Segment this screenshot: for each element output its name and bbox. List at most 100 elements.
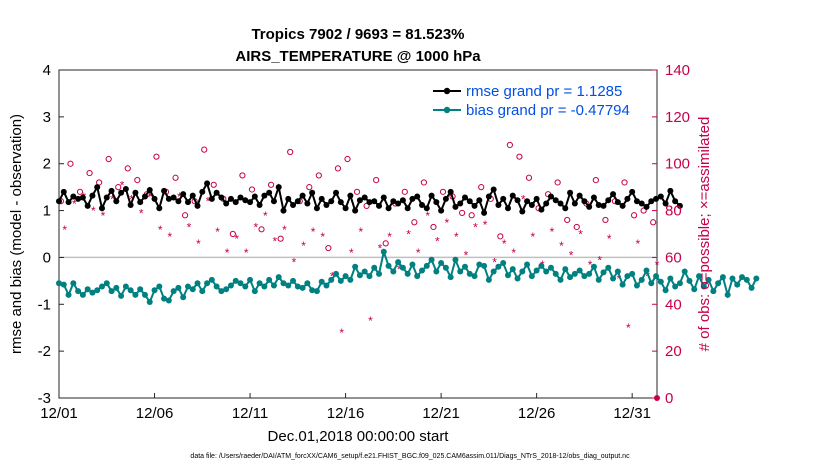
bias-point (633, 282, 640, 289)
rmse-point (108, 187, 115, 194)
bias-point (667, 275, 674, 282)
bias-point (256, 280, 263, 287)
bias-point (208, 276, 215, 283)
bias-point (595, 276, 602, 283)
bias-point (653, 273, 660, 280)
rmse-point (676, 202, 683, 209)
rmse-point (309, 189, 316, 196)
rmse-point (447, 188, 454, 195)
obs-possible-point (306, 184, 313, 191)
obs-assimilated-point: * (387, 230, 392, 244)
bias-point (729, 275, 736, 282)
bias-point (237, 280, 244, 287)
obs-assimilated-point: * (320, 230, 325, 244)
bias-point (261, 283, 268, 290)
obs-assimilated-point: * (215, 225, 220, 239)
x-tick-label: 12/11 (232, 405, 268, 422)
bias-point (514, 275, 521, 282)
bias-point (614, 268, 621, 275)
obs-assimilated-point: * (464, 249, 469, 263)
y-axis-label-left: rmse and bias (model - observation) (8, 114, 25, 354)
rmse-point (65, 199, 72, 206)
bias-point (290, 277, 297, 284)
bias-point (676, 280, 683, 287)
bias-point (165, 297, 172, 304)
rmse-point (619, 202, 626, 209)
obs-possible-point (334, 165, 342, 172)
rmse-point (122, 186, 129, 193)
rmse-point (571, 200, 578, 207)
bias-point (127, 287, 134, 294)
x-tick-label: 12/31 (613, 405, 651, 422)
rmse-point (433, 199, 440, 206)
obs-assimilated-point: * (473, 220, 478, 234)
bias-point (715, 280, 722, 287)
bias-point (476, 261, 483, 268)
obs-assimilated-point: * (244, 246, 249, 260)
obs-possible-point (229, 230, 236, 238)
rmse-point (256, 201, 263, 208)
bias-point (356, 272, 363, 279)
y-right-tick-label: 120 (665, 109, 690, 126)
bias-point (146, 298, 153, 305)
rmse-point (595, 201, 602, 208)
rmse-point (390, 198, 397, 205)
rmse-point (247, 199, 254, 206)
rmse-point (452, 203, 459, 210)
legend-rmse-marker (443, 87, 451, 95)
bias-point (251, 288, 258, 295)
bias-point (419, 267, 426, 274)
bias-point (75, 288, 82, 295)
footnote: data file: /Users/raeder/DAI/ATM_forcXX/… (190, 453, 630, 460)
rmse-point (672, 198, 679, 205)
obs-assimilated-point: * (253, 220, 258, 234)
bias-point (151, 287, 158, 294)
obs-assimilated-point: * (511, 246, 516, 260)
obs-assimilated-point: * (425, 209, 430, 223)
rmse-point (218, 194, 225, 201)
rmse-point (504, 205, 511, 212)
bias-point (586, 270, 593, 277)
obs-possible-point (401, 188, 408, 195)
bias-point (552, 270, 559, 277)
rmse-point (103, 194, 110, 201)
rmse-point (438, 207, 445, 214)
obs-possible-point (573, 223, 580, 231)
obs-assimilated-point: * (483, 218, 488, 232)
bias-point (743, 276, 750, 283)
bias-point (700, 283, 707, 290)
bias-point (681, 268, 688, 275)
obs-possible-point (277, 235, 284, 242)
bias-point (638, 276, 645, 283)
obs-assimilated-point: * (597, 253, 602, 267)
bias-point (266, 276, 273, 283)
bias-point (366, 273, 373, 280)
obs-assimilated-point: * (110, 192, 115, 206)
bias-point (141, 291, 148, 298)
bias-point (500, 260, 507, 267)
chart-title-line1: Tropics 7902 / 9693 = 81.523% (251, 26, 464, 43)
obs-assimilated-point: * (292, 256, 297, 270)
obs-possible-point (506, 141, 513, 149)
obs-assimilated-point: * (492, 256, 497, 270)
bias-point (380, 248, 387, 255)
bias-point (180, 294, 187, 301)
bias-point (495, 263, 502, 270)
rmse-point (629, 188, 636, 195)
bias-point (576, 267, 583, 274)
rmse-point (318, 195, 325, 202)
y-right-tick-label: 80 (665, 203, 682, 220)
bias-point (423, 262, 430, 269)
obs-possible-point (134, 177, 141, 184)
rmse-point (132, 189, 139, 196)
bias-point (199, 288, 206, 295)
rmse-point (624, 195, 631, 202)
bias-point (719, 274, 726, 281)
bias-point (175, 284, 182, 291)
rmse-point (156, 205, 163, 212)
obs-assimilated-point: * (550, 225, 555, 239)
rmse-point (500, 195, 507, 202)
y-right-tick-label: 140 (665, 62, 690, 79)
bias-point (724, 291, 731, 298)
rmse-point (533, 195, 540, 202)
